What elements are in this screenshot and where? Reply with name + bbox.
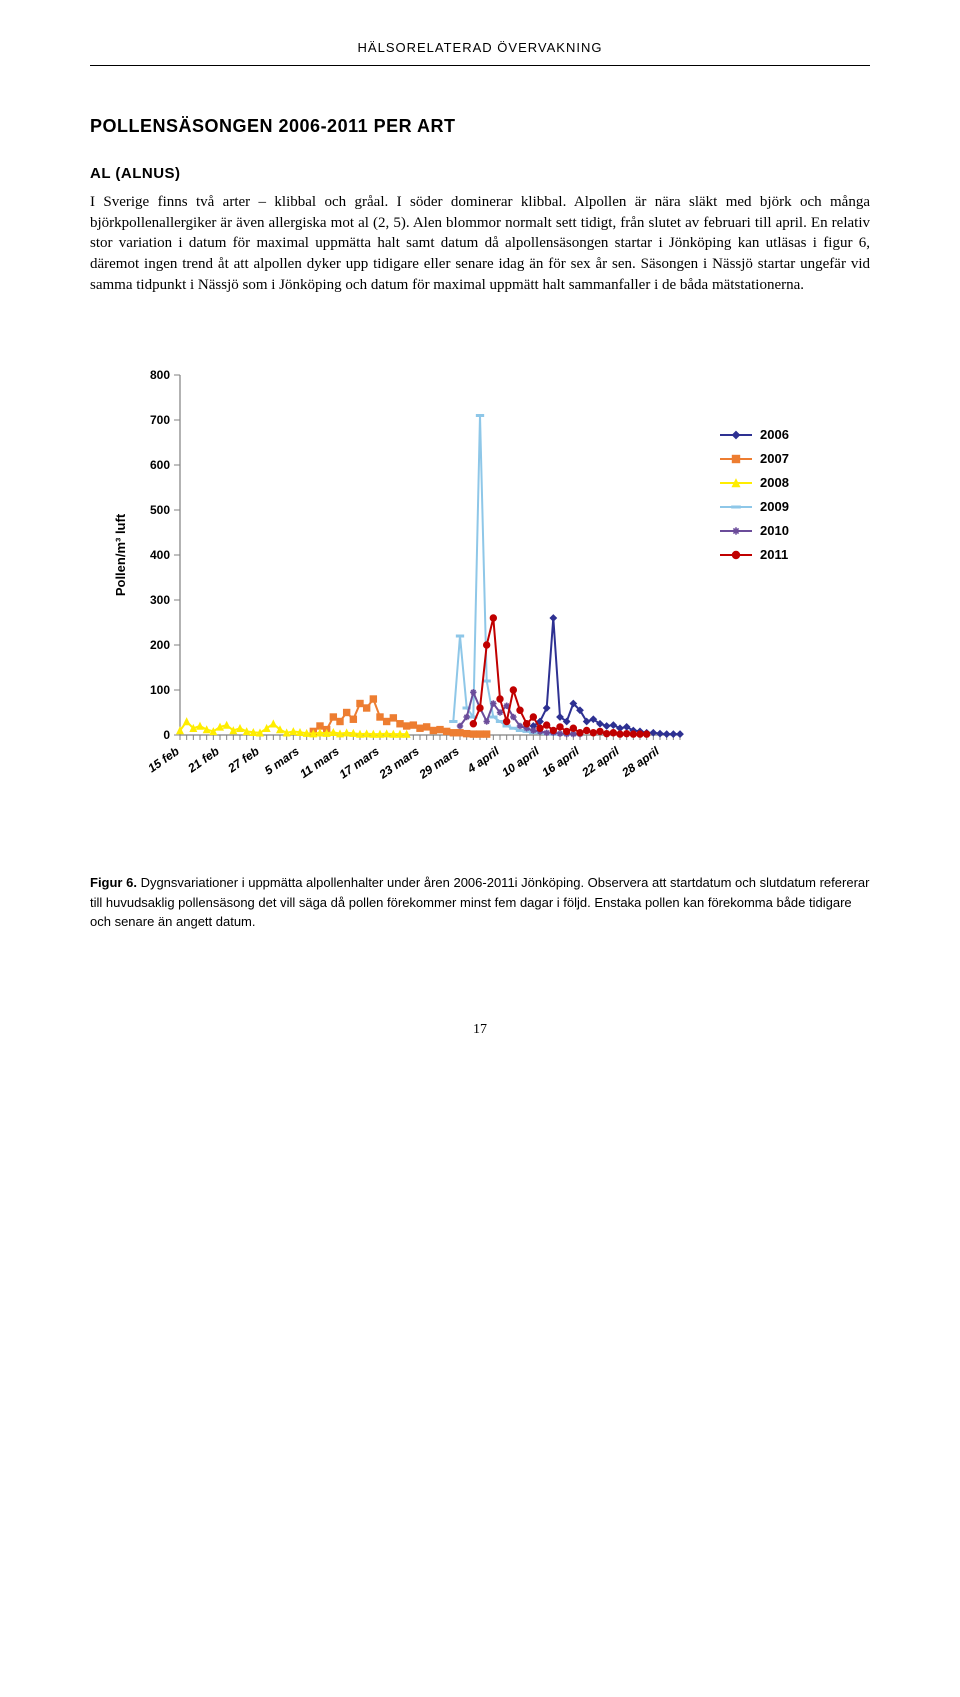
svg-text:300: 300: [150, 593, 170, 607]
svg-text:700: 700: [150, 413, 170, 427]
svg-text:21 feb: 21 feb: [184, 744, 221, 776]
svg-text:800: 800: [150, 368, 170, 382]
svg-text:17 mars: 17 mars: [337, 744, 382, 782]
svg-text:500: 500: [150, 503, 170, 517]
svg-text:10 april: 10 april: [499, 744, 542, 780]
svg-text:2008: 2008: [760, 475, 789, 490]
svg-text:11 mars: 11 mars: [297, 744, 342, 781]
svg-text:23 mars: 23 mars: [376, 744, 422, 782]
chart-caption: Figur 6. Dygnsvariationer i uppmätta alp…: [90, 873, 870, 932]
svg-text:2009: 2009: [760, 499, 789, 514]
svg-text:2011: 2011: [760, 547, 788, 562]
svg-text:2006: 2006: [760, 427, 789, 442]
page-header: HÄLSORELATERAD ÖVERVAKNING: [90, 40, 870, 66]
svg-text:5 mars: 5 mars: [262, 744, 302, 778]
svg-text:29 mars: 29 mars: [416, 744, 462, 782]
subsection-title: AL (ALNUS): [90, 165, 870, 182]
svg-text:22 april: 22 april: [578, 744, 622, 781]
svg-text:15 feb: 15 feb: [145, 744, 181, 775]
svg-text:16 april: 16 april: [539, 744, 582, 780]
section-title: POLLENSÄSONGEN 2006-2011 PER ART: [90, 116, 870, 137]
chart-svg: 0 100 200 300 400 500 600 700 800 15 feb21 feb27 …: [90, 355, 870, 855]
svg-text:0: 0: [163, 728, 170, 742]
svg-text:200: 200: [150, 638, 170, 652]
svg-text:27 feb: 27 feb: [224, 744, 261, 776]
page-number: 17: [90, 1022, 870, 1038]
svg-text:2007: 2007: [760, 451, 789, 466]
svg-text:Pollen/m³ luft: Pollen/m³ luft: [113, 514, 128, 597]
caption-prefix: Figur 6.: [90, 875, 137, 890]
svg-text:100: 100: [150, 683, 170, 697]
caption-body: Dygnsvariationer i uppmätta alpollenhalt…: [90, 875, 869, 929]
pollen-chart: 0 100 200 300 400 500 600 700 800 15 feb21 feb27 …: [90, 355, 870, 932]
svg-text:28 april: 28 april: [618, 744, 662, 781]
svg-text:2010: 2010: [760, 523, 789, 538]
svg-text:600: 600: [150, 458, 170, 472]
svg-text:400: 400: [150, 548, 170, 562]
body-paragraph: I Sverige finns två arter – klibbal och …: [90, 192, 870, 295]
svg-text:4 april: 4 april: [464, 744, 502, 777]
